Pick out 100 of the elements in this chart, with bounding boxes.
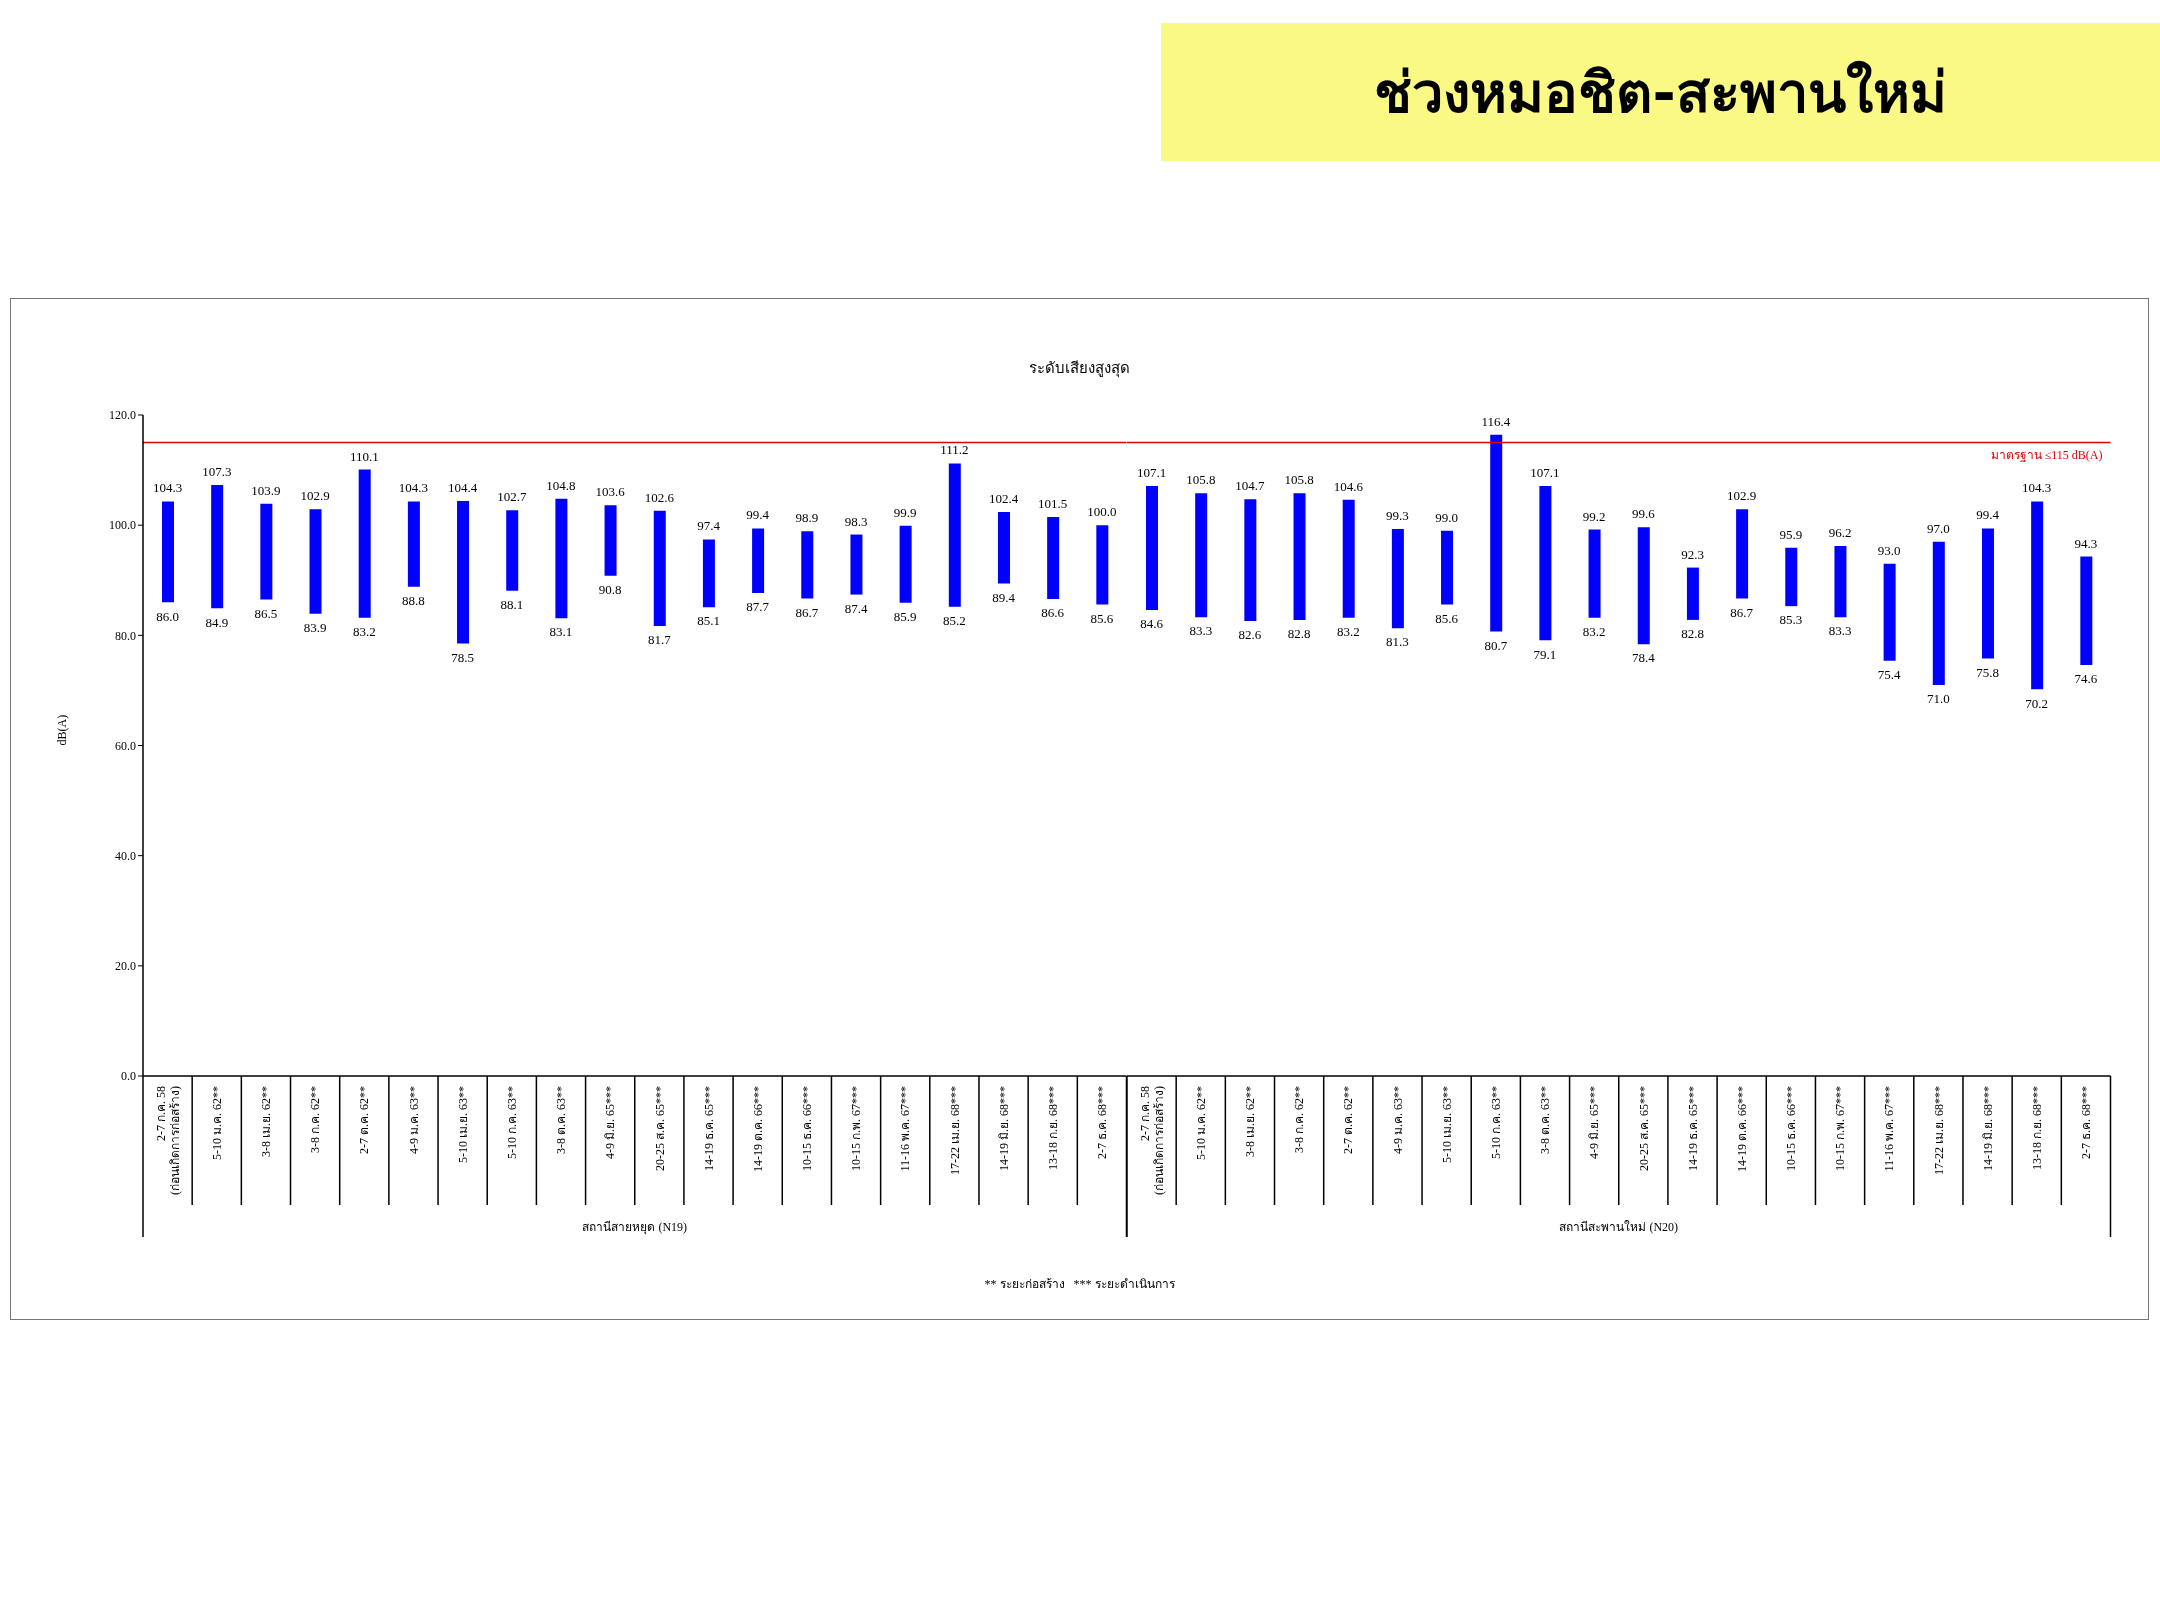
annotation: 116.4 (1480, 413, 1511, 429)
bar (457, 500, 470, 644)
bar (1096, 525, 1109, 605)
bar (948, 463, 961, 607)
x-tick-label: 2-7 ก.ค. 58 (ก่อนเกิดการก่อสร้าง) (1137, 1086, 1166, 1195)
annotation: 85.1 (697, 613, 720, 629)
x-tick-label: 14-19 ธ.ค. 65*** (701, 1086, 716, 1171)
annotation: 102.4 (988, 490, 1019, 506)
bar (1833, 546, 1846, 618)
annotation: 83.1 (549, 624, 573, 640)
annotation: 92.3 (1680, 546, 1704, 562)
x-tick-label: 13-18 ก.ย. 68*** (2029, 1086, 2044, 1170)
annotation: 100.0 (1087, 504, 1117, 520)
annotation: 103.9 (251, 482, 281, 498)
x-tick-label: 14-19 มิ.ย. 68*** (996, 1086, 1011, 1171)
bar (1342, 499, 1355, 618)
annotation: 83.2 (352, 623, 376, 639)
annotation: 104.3 (2021, 480, 2051, 496)
annotation: 104.8 (546, 477, 576, 493)
annotation: 88.8 (402, 593, 425, 609)
y-tick-label: 120.0 (109, 408, 136, 423)
y-tick-label: 20.0 (115, 959, 136, 974)
x-tick-label: 2-7 ต.ค. 62** (1340, 1086, 1355, 1154)
annotation: 99.0 (1434, 509, 1458, 525)
annotation: 99.6 (1631, 506, 1655, 522)
annotation: 85.6 (1090, 610, 1114, 626)
annotation: 84.9 (205, 614, 229, 630)
annotation: 99.9 (893, 504, 917, 520)
bar (211, 484, 224, 609)
x-tick-label: 3-8 เม.ย. 62** (259, 1086, 274, 1157)
x-tick-label: 20-25 ส.ค. 65*** (1636, 1086, 1651, 1171)
x-axis-title: สถานีสายหยุด (N19) (582, 1220, 688, 1235)
x-tick-label: 20-25 ส.ค. 65*** (652, 1086, 667, 1171)
x-tick-label: 4-9 ม.ค. 63** (406, 1086, 421, 1154)
annotation: 103.6 (595, 484, 626, 500)
annotation: 85.3 (1778, 612, 1802, 628)
ref-line-label: มาตรฐาน ≤115 dB(A) (1990, 448, 2102, 463)
annotation: 94.3 (2074, 535, 2097, 551)
annotation: 78.5 (451, 649, 475, 665)
annotation: 86.0 (156, 608, 179, 624)
bar (653, 510, 666, 626)
x-tick-label: 5-10 ม.ค. 62** (209, 1086, 224, 1160)
bar (1784, 547, 1797, 607)
bar (752, 528, 765, 593)
annotation: 83.2 (1582, 623, 1606, 639)
bar (1489, 434, 1502, 632)
annotation: 104.3 (152, 480, 183, 496)
annotation: 102.9 (1726, 488, 1756, 504)
x-tick-label: 13-18 ก.ย. 68*** (1045, 1086, 1060, 1170)
annotation: 99.3 (1385, 508, 1409, 524)
x-tick-label: 10-15 ธ.ค. 66*** (800, 1086, 815, 1171)
x-tick-label: 14-19 ต.ค. 66*** (750, 1086, 765, 1172)
y-tick-label: 80.0 (115, 628, 136, 643)
x-tick-label: 5-10 ก.ค. 63** (505, 1086, 520, 1159)
annotation: 79.1 (1533, 646, 1556, 662)
x-tick-label: 3-8 ต.ค. 63** (1537, 1086, 1552, 1154)
bar (358, 469, 371, 618)
annotation: 97.4 (697, 518, 721, 534)
annotation: 86.5 (254, 605, 278, 621)
x-tick-label: 2-7 ก.ค. 58 (ก่อนเกิดการก่อสร้าง) (153, 1086, 182, 1195)
bar (1440, 530, 1453, 605)
x-tick-label: 5-10 ก.ค. 63** (1488, 1086, 1503, 1159)
bar (1981, 528, 1994, 659)
annotation: 70.2 (2024, 695, 2048, 711)
bar (2079, 556, 2092, 666)
bar (2030, 501, 2043, 690)
text: ** ระยะก่อสร้าง *** ระยะดำเนินการ (984, 1275, 1175, 1293)
annotation: 87.4 (844, 600, 868, 616)
x-tick-label: 4-9 มิ.ย. 65*** (603, 1086, 618, 1159)
x-tick-label: 2-7 ธ.ค. 68*** (2078, 1086, 2093, 1159)
annotation: 104.6 (1333, 478, 1363, 494)
bar (1194, 493, 1207, 618)
bar (407, 501, 420, 587)
x-tick-label: 3-8 เม.ย. 62** (1242, 1086, 1257, 1157)
annotation: 78.4 (1631, 650, 1655, 666)
annotation: 75.8 (1975, 664, 1999, 680)
x-tick-label: 3-8 ต.ค. 63** (554, 1086, 569, 1154)
bar (1293, 493, 1306, 620)
annotation: 101.5 (1038, 495, 1068, 511)
annotation: 81.3 (1385, 634, 1409, 650)
x-tick-label: 10-15 ก.พ. 67*** (849, 1086, 864, 1171)
annotation: 85.6 (1434, 610, 1459, 626)
bar (899, 525, 912, 603)
bar (1735, 509, 1748, 599)
annotation: 83.3 (1828, 623, 1851, 639)
bar (604, 505, 617, 576)
x-tick-label: 10-15 ก.พ. 67*** (1832, 1086, 1847, 1171)
annotation: 102.7 (497, 489, 527, 505)
annotation: 104.4 (448, 479, 478, 495)
x-tick-label: 5-10 ม.ค. 62** (1193, 1086, 1208, 1160)
bar (1588, 529, 1601, 618)
bar (1932, 541, 1945, 685)
annotation: 105.8 (1283, 472, 1314, 488)
annotation: 84.6 (1139, 616, 1163, 632)
bar (1047, 516, 1060, 599)
annotation: 85.9 (893, 609, 917, 625)
annotation: 83.9 (303, 620, 327, 636)
annotation: 86.6 (1041, 605, 1065, 621)
x-tick-label: 3-8 ก.ค. 62** (308, 1086, 323, 1153)
x-tick-label: 3-8 ก.ค. 62** (1291, 1086, 1306, 1153)
